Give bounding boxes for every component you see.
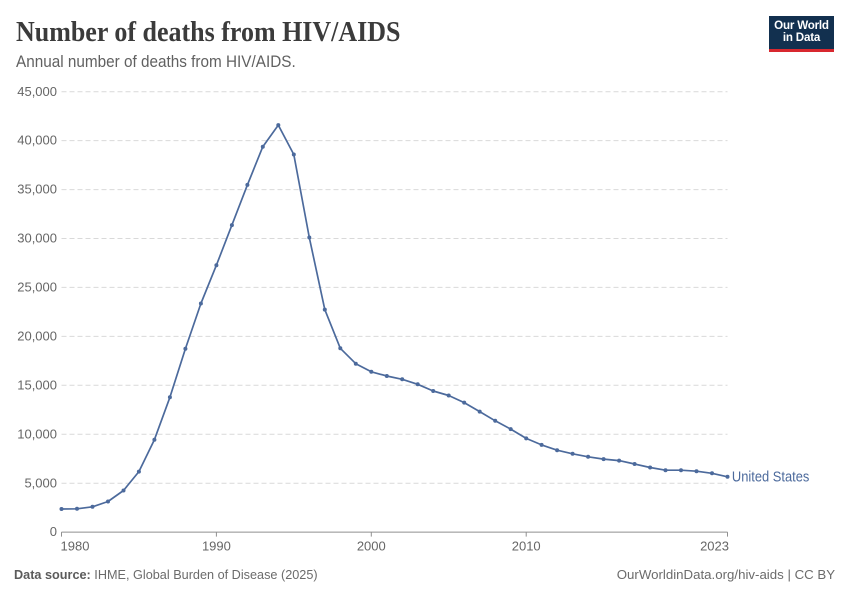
svg-text:40,000: 40,000 xyxy=(17,133,57,148)
svg-text:20,000: 20,000 xyxy=(17,329,57,344)
svg-text:25,000: 25,000 xyxy=(17,280,57,295)
svg-text:45,000: 45,000 xyxy=(17,84,57,99)
svg-text:1990: 1990 xyxy=(202,539,231,554)
svg-text:2010: 2010 xyxy=(512,539,541,554)
svg-text:2023: 2023 xyxy=(700,539,729,554)
svg-text:0: 0 xyxy=(50,524,57,539)
svg-text:30,000: 30,000 xyxy=(17,231,57,246)
svg-text:United States: United States xyxy=(732,470,810,486)
svg-text:1980: 1980 xyxy=(61,539,90,554)
svg-text:5,000: 5,000 xyxy=(24,475,57,490)
svg-text:2000: 2000 xyxy=(357,539,386,554)
svg-text:35,000: 35,000 xyxy=(17,182,57,197)
svg-text:15,000: 15,000 xyxy=(17,377,57,392)
svg-text:10,000: 10,000 xyxy=(17,426,57,441)
